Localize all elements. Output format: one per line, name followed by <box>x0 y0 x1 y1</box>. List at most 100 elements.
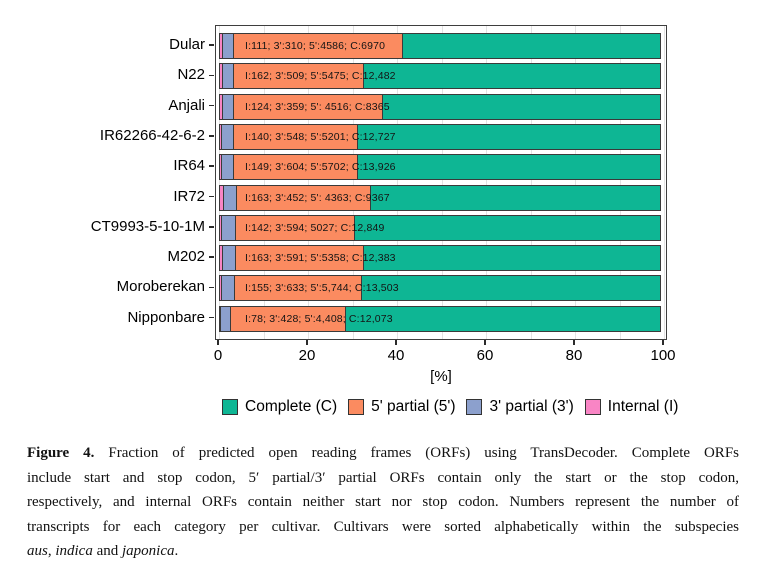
bar-segment-5-partial <box>233 93 384 120</box>
bar-segment-5-partial <box>233 63 364 90</box>
legend-item-label: 3' partial (3') <box>489 398 574 415</box>
bar-segment-5-partial <box>233 123 358 150</box>
bar-segment-complete <box>356 123 661 150</box>
bar-segment-5-partial <box>234 214 355 241</box>
caption-line: Figure 4. Fraction of predicted open rea… <box>27 441 739 466</box>
caption-line: include start and stop codon, 5′ partial… <box>27 466 739 491</box>
bar-data-label: I:111; 3':310; 5':4586; C:6970 <box>245 40 386 52</box>
y-axis-label: Nipponbare <box>127 308 205 326</box>
gridline <box>397 26 398 339</box>
y-axis-label: N22 <box>177 66 205 84</box>
bar-row: I:78; 3':428; 5':4,408; C:12,073 <box>219 305 664 332</box>
y-axis-label: CT9993-5-10-1M <box>90 217 205 235</box>
x-axis-title: [%] <box>430 368 452 385</box>
y-axis-tick <box>209 256 214 258</box>
x-axis-tick <box>662 340 664 345</box>
bar-segment-3-partial <box>221 245 237 272</box>
x-tick-label: 20 <box>298 347 316 364</box>
caption-text: . <box>174 543 179 559</box>
legend-item: 5' partial (5') <box>348 398 455 416</box>
bar-data-label: I:78; 3':428; 5':4,408; C:12,073 <box>245 312 393 325</box>
x-tick-label: 80 <box>565 347 583 364</box>
caption-text: include start and stop codon, 5′ partial… <box>27 469 739 486</box>
x-axis-tick <box>306 340 308 345</box>
bar-row: I:140; 3':548; 5':5201; C:12,727 <box>219 123 664 150</box>
gridline <box>575 26 576 339</box>
y-axis-label: Moroberekan <box>116 278 205 296</box>
bar-data-label: I:142; 3':594; 5027; C:12,849 <box>245 221 385 234</box>
legend: Complete (C) 5' partial (5') 3' partial (3… <box>222 398 689 416</box>
caption-line: transcripts for each category per cultiv… <box>27 515 739 540</box>
bar-row: I:142; 3':594; 5027; C:12,849 <box>219 214 664 241</box>
legend-item-label: Complete (C) <box>245 398 338 415</box>
bar-segment-complete <box>362 63 661 90</box>
x-tick-label: 100 <box>650 347 676 364</box>
bar-segment-3-partial <box>221 275 236 302</box>
legend-item-label: 5' partial (5') <box>371 398 456 415</box>
gridline <box>441 26 443 339</box>
y-axis-label: Dular <box>169 36 205 53</box>
bar-segment-complete <box>402 33 661 59</box>
gridline <box>263 26 265 339</box>
x-axis-tick <box>395 340 397 345</box>
y-axis-label: Anjali <box>168 96 205 114</box>
y-axis-tick <box>209 316 214 319</box>
y-axis-tick <box>209 104 214 107</box>
gridline <box>530 26 532 339</box>
gridline <box>664 26 665 339</box>
caption-species-name: japonica <box>122 543 175 559</box>
bar-segment-5-partial <box>233 154 358 181</box>
y-axis-tick <box>209 44 214 46</box>
bar-segment-5-partial <box>230 305 346 332</box>
caption-figure-label: Figure 4. <box>27 445 95 461</box>
x-tick-label: 0 <box>213 347 223 364</box>
legend-swatch <box>348 399 365 415</box>
bar-segment-3-partial <box>223 184 238 211</box>
bar-row: I:163; 3':452; 5': 4363; C:9367 <box>219 184 664 211</box>
bar-segment-5-partial <box>232 33 404 59</box>
bar-row: I:111; 3':310; 5':4586; C:6970 <box>219 33 664 59</box>
bar-segment-5-partial <box>235 245 365 272</box>
bar-segment-complete <box>382 93 661 120</box>
y-axis-tick <box>209 286 214 289</box>
bar-row: I:124; 3':359; 5': 4516; C:8365 <box>219 93 664 120</box>
y-axis-tick <box>209 74 214 77</box>
legend-item: Internal (I) <box>584 398 679 416</box>
bar-data-label: I:124; 3':359; 5': 4516; C:8365 <box>245 100 390 113</box>
caption-species-name: aus <box>27 543 48 559</box>
legend-item: 3' partial (3') <box>466 398 574 416</box>
caption-text: transcripts for each category per cultiv… <box>27 518 739 535</box>
bar-segment-5-partial <box>236 184 372 211</box>
gridline <box>352 26 354 339</box>
caption-species-name: indica <box>55 543 93 559</box>
y-axis-label: IR72 <box>173 187 205 205</box>
bar-segment-complete <box>356 154 661 181</box>
gridline <box>486 26 487 339</box>
gridline <box>219 26 220 339</box>
legend-swatch <box>584 399 601 415</box>
bar-data-label: I:155; 3':633; 5':5,744; C:13,503 <box>245 282 399 295</box>
plot-area: I:111; 3':310; 5':4586; C:6970 I:162; 3':… <box>215 25 667 340</box>
y-axis-tick <box>209 135 214 137</box>
gridline <box>308 26 309 339</box>
bar-data-label: I:163; 3':591; 5':5358; C:12,383 <box>245 252 396 265</box>
bar-data-label: I:140; 3':548; 5':5201; C:12,727 <box>245 130 396 143</box>
x-tick-label: 40 <box>387 347 405 364</box>
legend-item-label: Internal (I) <box>607 398 679 415</box>
y-axis-label: M202 <box>167 248 205 266</box>
y-axis-tick <box>209 226 214 228</box>
bar-data-label: I:149; 3':604; 5':5702; C:13,926 <box>245 161 396 174</box>
caption-line: aus, indica and japonica. <box>27 539 739 564</box>
bar-row: I:162; 3':509; 5':5475; C:12,482 <box>219 63 664 90</box>
legend-swatch <box>222 399 238 415</box>
bar-row: I:163; 3':591; 5':5358; C:12,383 <box>219 245 664 272</box>
y-axis-label: IR62266-42-6-2 <box>99 126 205 144</box>
x-tick-label: 60 <box>476 347 494 364</box>
bar-data-label: I:163; 3':452; 5': 4363; C:9367 <box>245 191 390 204</box>
legend-item: Complete (C) <box>222 398 337 416</box>
bar-row: I:155; 3':633; 5':5,744; C:13,503 <box>219 275 664 302</box>
caption-line: respectively, and internal ORFs contain … <box>27 490 739 515</box>
bar-segment-complete <box>363 245 661 272</box>
x-axis-tick <box>484 340 486 345</box>
